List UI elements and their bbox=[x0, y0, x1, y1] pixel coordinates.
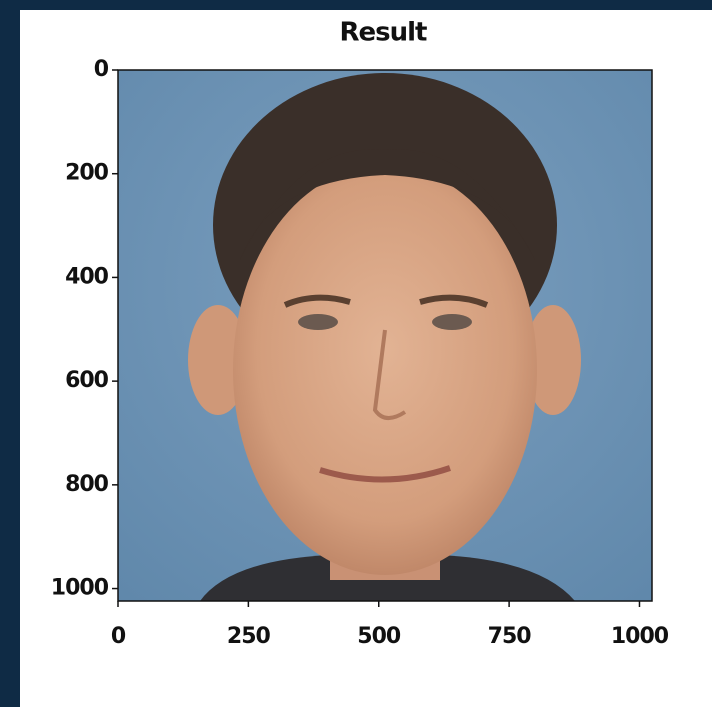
x-tick-label: 500 bbox=[357, 624, 401, 649]
x-tick-label: 1000 bbox=[611, 624, 669, 649]
y-tick-label: 600 bbox=[65, 368, 109, 393]
x-tick-label: 750 bbox=[488, 624, 532, 649]
x-tick-label: 0 bbox=[111, 624, 126, 649]
y-tick-label: 0 bbox=[94, 57, 109, 82]
y-tick-label: 200 bbox=[65, 161, 109, 186]
image bbox=[118, 70, 652, 601]
axes-frame bbox=[117, 69, 653, 602]
y-tick-label: 400 bbox=[65, 264, 109, 289]
x-tick-label: 250 bbox=[227, 624, 271, 649]
screen-edge bbox=[0, 0, 20, 707]
y-tick-label: 1000 bbox=[51, 576, 109, 601]
y-tick-label: 800 bbox=[65, 472, 109, 497]
chart-title: Result bbox=[340, 18, 428, 48]
